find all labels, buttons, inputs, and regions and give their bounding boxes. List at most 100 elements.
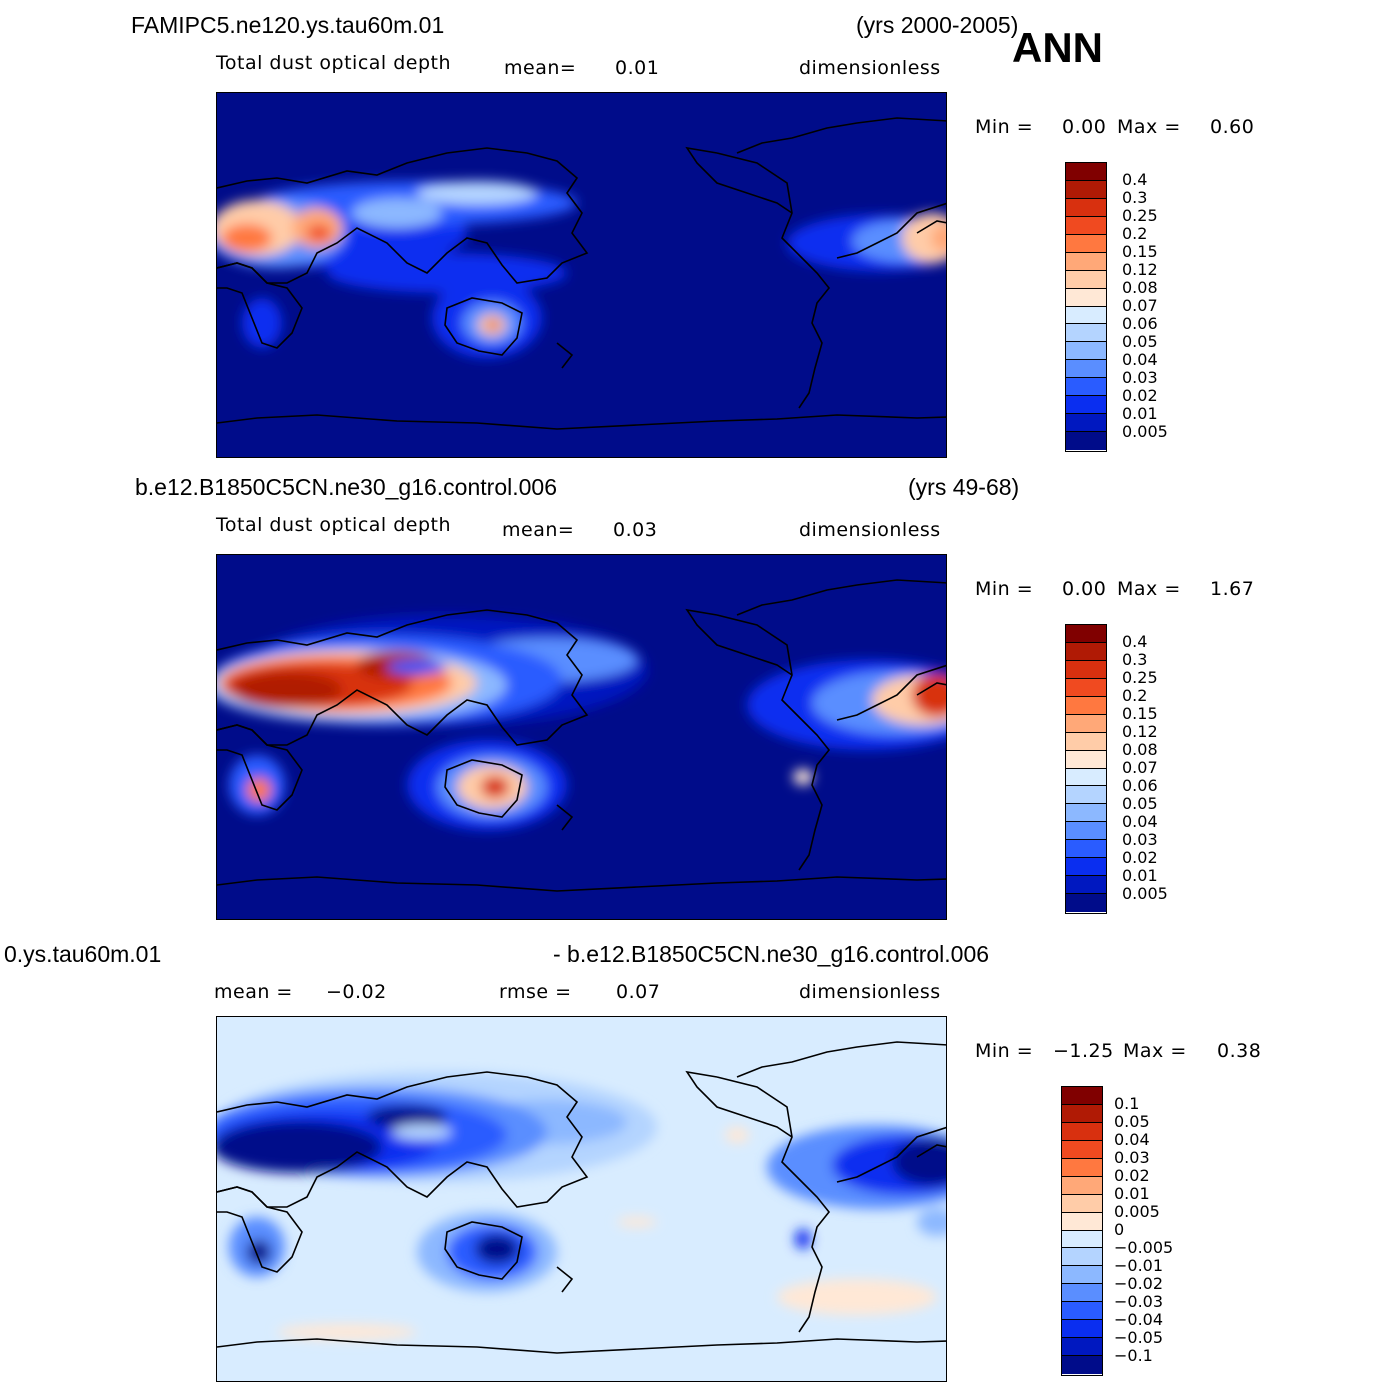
colorbar-tick-label: 0.04 xyxy=(1122,350,1158,369)
panel1-mean-label: mean= xyxy=(504,57,577,79)
colorbar-swatch xyxy=(1062,1230,1102,1249)
colorbar-tick-label: 0.005 xyxy=(1122,884,1168,903)
colorbar-tick-label: 0.01 xyxy=(1114,1184,1150,1203)
colorbar-swatch xyxy=(1066,360,1106,379)
colorbar-swatch xyxy=(1066,342,1106,361)
panel2-colorbar xyxy=(1065,624,1107,914)
colorbar-swatch xyxy=(1062,1087,1102,1105)
colorbar-swatch xyxy=(1066,822,1106,841)
colorbar-tick-label: 0.01 xyxy=(1122,404,1158,423)
colorbar-swatch xyxy=(1062,1302,1102,1321)
colorbar-swatch xyxy=(1062,1284,1102,1303)
panel1-colorbar xyxy=(1065,162,1107,452)
colorbar-tick-label: 0.4 xyxy=(1122,170,1148,189)
panel3-min-label: Min = xyxy=(975,1040,1034,1062)
colorbar-tick-label: 0.03 xyxy=(1114,1148,1150,1167)
colorbar-swatch xyxy=(1066,378,1106,397)
colorbar-swatch xyxy=(1066,252,1106,271)
panel2-map xyxy=(216,554,947,920)
colorbar-tick-label: 0.08 xyxy=(1122,740,1158,759)
colorbar-tick-label: 0.2 xyxy=(1122,224,1148,243)
panel1-years: (yrs 2000-2005) xyxy=(856,12,1019,38)
colorbar-tick-label: −0.04 xyxy=(1114,1310,1164,1329)
colorbar-swatch xyxy=(1066,432,1106,450)
colorbar-swatch xyxy=(1066,894,1106,912)
colorbar-tick-label: 0.12 xyxy=(1122,260,1158,279)
panel2-coastlines xyxy=(217,579,946,892)
colorbar-swatch xyxy=(1066,714,1106,733)
panel3-min-value: −1.25 xyxy=(1053,1040,1114,1062)
colorbar-swatch xyxy=(1062,1122,1102,1141)
panel2-units: dimensionless xyxy=(799,519,941,541)
colorbar-swatch xyxy=(1062,1140,1102,1159)
panel2-min-value: 0.00 xyxy=(1062,578,1107,600)
colorbar-tick-label: 0.05 xyxy=(1122,332,1158,351)
panel3-colorbar xyxy=(1061,1086,1103,1376)
colorbar-tick-label: 0.05 xyxy=(1122,794,1158,813)
panel3-max-value: 0.38 xyxy=(1217,1040,1262,1062)
colorbar-swatch xyxy=(1066,732,1106,751)
colorbar-tick-label: 0.06 xyxy=(1122,314,1158,333)
colorbar-swatch xyxy=(1066,288,1106,307)
panel3-mean-value: −0.02 xyxy=(326,981,387,1003)
colorbar-tick-label: 0.03 xyxy=(1122,830,1158,849)
colorbar-tick-label: 0.08 xyxy=(1122,278,1158,297)
colorbar-tick-label: −0.01 xyxy=(1114,1256,1164,1275)
colorbar-tick-label: −0.03 xyxy=(1114,1292,1164,1311)
colorbar-tick-label: 0.25 xyxy=(1122,668,1158,687)
panel1-variable: Total dust optical depth xyxy=(216,52,452,74)
colorbar-swatch xyxy=(1066,840,1106,859)
colorbar-tick-label: 0.15 xyxy=(1122,704,1158,723)
colorbar-swatch xyxy=(1066,414,1106,433)
colorbar-swatch xyxy=(1066,180,1106,199)
panel1-min-label: Min = xyxy=(975,116,1034,138)
colorbar-tick-label: −0.1 xyxy=(1114,1346,1153,1365)
colorbar-swatch xyxy=(1062,1212,1102,1231)
panel2-max-label: Max = xyxy=(1117,578,1181,600)
panel2-case-title: b.e12.B1850C5CN.ne30_g16.control.006 xyxy=(135,474,557,500)
colorbar-swatch xyxy=(1066,678,1106,697)
colorbar-swatch xyxy=(1066,198,1106,217)
panel1-units: dimensionless xyxy=(799,57,941,79)
panel3-rmse-label: rmse = xyxy=(499,981,572,1003)
colorbar-tick-label: 0.07 xyxy=(1122,758,1158,777)
colorbar-tick-label: 0.12 xyxy=(1122,722,1158,741)
panel2-years: (yrs 49-68) xyxy=(908,474,1020,500)
colorbar-tick-label: 0.07 xyxy=(1122,296,1158,315)
colorbar-tick-label: 0.01 xyxy=(1122,866,1158,885)
panel3-max-label: Max = xyxy=(1123,1040,1187,1062)
colorbar-swatch xyxy=(1066,396,1106,415)
colorbar-swatch xyxy=(1062,1158,1102,1177)
colorbar-swatch xyxy=(1062,1338,1102,1357)
colorbar-swatch xyxy=(1066,324,1106,343)
colorbar-tick-label: 0.15 xyxy=(1122,242,1158,261)
colorbar-tick-label: −0.005 xyxy=(1114,1238,1174,1257)
colorbar-tick-label: 0.03 xyxy=(1122,368,1158,387)
colorbar-swatch xyxy=(1062,1248,1102,1267)
panel1-dust-field xyxy=(217,181,946,358)
panel1-coastlines xyxy=(217,117,946,430)
colorbar-swatch xyxy=(1062,1176,1102,1195)
colorbar-swatch xyxy=(1066,876,1106,895)
panel2-max-value: 1.67 xyxy=(1210,578,1255,600)
panel1-max-label: Max = xyxy=(1117,116,1181,138)
colorbar-tick-label: 0.02 xyxy=(1114,1166,1150,1185)
colorbar-tick-label: 0.04 xyxy=(1122,812,1158,831)
colorbar-tick-label: −0.05 xyxy=(1114,1328,1164,1347)
colorbar-swatch xyxy=(1062,1320,1102,1339)
colorbar-swatch xyxy=(1066,306,1106,325)
colorbar-swatch xyxy=(1062,1266,1102,1285)
colorbar-swatch xyxy=(1062,1356,1102,1374)
panel2-min-label: Min = xyxy=(975,578,1034,600)
colorbar-tick-label: 0.06 xyxy=(1122,776,1158,795)
colorbar-swatch xyxy=(1062,1194,1102,1213)
colorbar-swatch xyxy=(1066,163,1106,181)
colorbar-swatch xyxy=(1066,660,1106,679)
panel1-map xyxy=(216,92,947,458)
panel1-case-title: FAMIPC5.ne120.ys.tau60m.01 xyxy=(131,12,445,38)
colorbar-swatch xyxy=(1066,858,1106,877)
colorbar-tick-label: 0.005 xyxy=(1122,422,1168,441)
colorbar-swatch xyxy=(1066,768,1106,787)
colorbar-swatch xyxy=(1066,625,1106,643)
season-label: ANN xyxy=(1012,24,1103,71)
